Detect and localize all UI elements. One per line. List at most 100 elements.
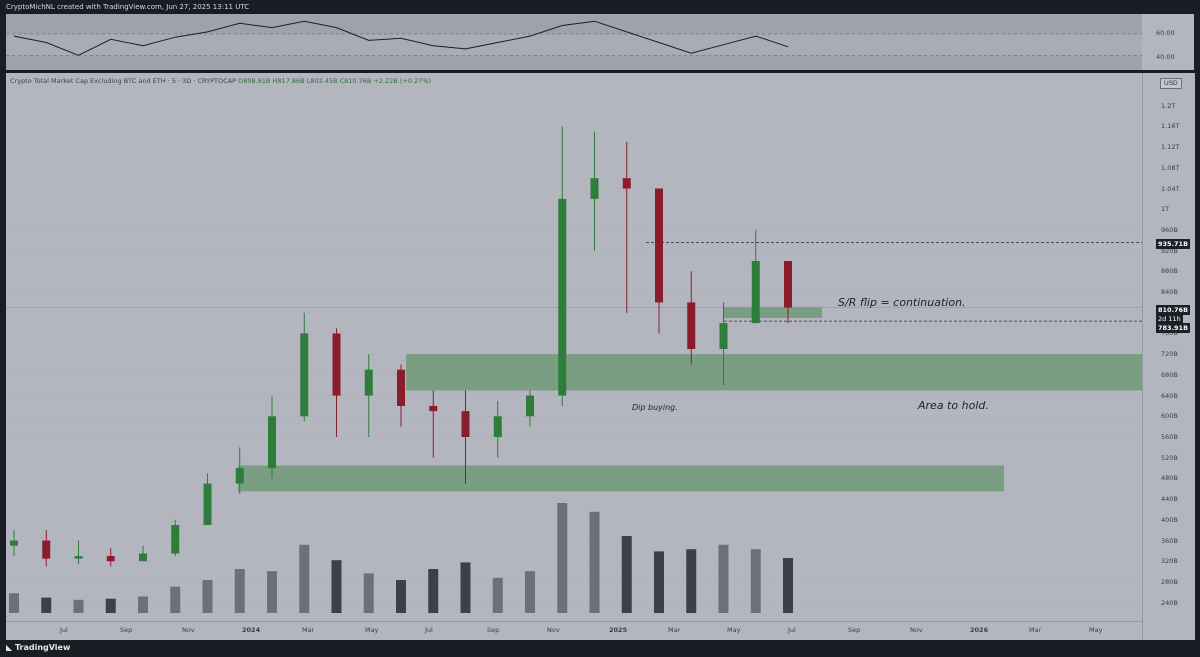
annotation-area-to-hold: Area to hold. bbox=[918, 399, 989, 412]
legend-high: H817.86B bbox=[272, 77, 305, 85]
candle-body bbox=[106, 556, 115, 562]
level-lower-tag: 783.91B bbox=[1156, 323, 1191, 333]
candle-body bbox=[235, 468, 244, 484]
time-tick-label: May bbox=[1089, 626, 1103, 634]
price-tick-label: 280B bbox=[1161, 577, 1178, 586]
time-tick-label: Jul bbox=[60, 626, 68, 634]
candle-body bbox=[558, 198, 567, 396]
volume-bar bbox=[750, 549, 761, 613]
chart-credit: CryptoMichNL created with TradingView.co… bbox=[6, 3, 250, 11]
price-tick-label: 720B bbox=[1161, 350, 1178, 359]
footer-bar: ◣ TradingView bbox=[0, 640, 1200, 657]
candle-body bbox=[784, 261, 792, 308]
price-tick-label: 1.12T bbox=[1161, 143, 1180, 152]
price-axis[interactable]: 1.2T 1.16T 1.12T 1.08T 1.04T 1T 960B 920B 880B 84… bbox=[1142, 73, 1195, 640]
volume-bar bbox=[557, 503, 568, 613]
time-tick-label: Sep bbox=[848, 626, 861, 634]
symbol-legend: Crypto Total Market Cap Excluding BTC an… bbox=[10, 77, 431, 85]
price-panel[interactable] bbox=[6, 73, 1142, 621]
rsi-chart bbox=[6, 20, 1142, 56]
price-tick-label: 680B bbox=[1161, 370, 1178, 379]
bar-countdown: 2d 11h bbox=[1156, 314, 1183, 324]
price-tick-label: 880B bbox=[1161, 267, 1178, 276]
volume-bar bbox=[783, 558, 793, 613]
volume-bar bbox=[525, 571, 535, 613]
time-tick-label: May bbox=[727, 626, 741, 634]
volume-bar bbox=[170, 586, 181, 613]
volume-bar bbox=[299, 544, 310, 613]
candle-body bbox=[622, 178, 631, 189]
volume-bar bbox=[234, 569, 245, 613]
level-upper-tag: 935.71B bbox=[1156, 239, 1191, 249]
volume-bar bbox=[202, 580, 213, 613]
time-tick-label: Sep bbox=[120, 626, 133, 634]
volume-bar bbox=[428, 569, 439, 613]
candle-body bbox=[719, 323, 728, 349]
rsi-line bbox=[13, 20, 789, 56]
rsi-band bbox=[6, 34, 1142, 56]
volume-bar bbox=[492, 577, 503, 613]
pane-separator[interactable] bbox=[6, 70, 1194, 73]
currency-button[interactable]: USD bbox=[1160, 78, 1182, 89]
rsi-tick-40: 40.00 bbox=[1156, 53, 1175, 61]
candle-body bbox=[655, 188, 663, 303]
price-tick-label: 960B bbox=[1161, 225, 1178, 234]
annotation-sr-flip: S/R flip = continuation. bbox=[838, 296, 966, 309]
price-tick-label: 400B bbox=[1161, 515, 1178, 524]
candle-body bbox=[687, 302, 696, 349]
volume-bar bbox=[267, 571, 277, 613]
candle-body bbox=[751, 261, 760, 324]
volume-bar bbox=[331, 560, 342, 613]
candle-body bbox=[171, 525, 180, 554]
support-zone bbox=[406, 354, 1142, 391]
volume-bar bbox=[9, 593, 19, 613]
candle-body bbox=[332, 333, 341, 396]
time-tick-label: 2024 bbox=[242, 626, 261, 634]
tradingview-logo: ◣ TradingView bbox=[6, 643, 70, 652]
price-tick-label: 600B bbox=[1161, 412, 1178, 421]
time-tick-label: Jul bbox=[425, 626, 433, 634]
volume-bar bbox=[363, 573, 374, 613]
price-tick-label: 560B bbox=[1161, 433, 1178, 441]
time-tick-label: Nov bbox=[910, 626, 923, 634]
tradingview-logo-icon: ◣ bbox=[6, 643, 15, 652]
rsi-panel[interactable] bbox=[6, 14, 1142, 70]
volume-bar bbox=[41, 597, 52, 613]
current-price-tag: 810.76B bbox=[1156, 305, 1191, 315]
candle-body bbox=[300, 333, 309, 417]
volume-bar bbox=[621, 536, 632, 613]
candle-body bbox=[139, 553, 147, 562]
candle-body bbox=[429, 405, 438, 412]
candle-body bbox=[74, 556, 83, 559]
price-tick-label: 760B bbox=[1161, 329, 1178, 338]
brand-label: TradingView bbox=[14, 643, 71, 652]
volume-bar bbox=[718, 544, 729, 613]
rsi-tick-60: 60.00 bbox=[1156, 29, 1175, 37]
rsi-price-axis[interactable]: 60.00 40.00 bbox=[1142, 14, 1194, 70]
time-tick-label: 2026 bbox=[970, 626, 989, 634]
volume-bar bbox=[105, 598, 116, 613]
price-tick-label: 240B bbox=[1161, 598, 1178, 607]
price-tick-label: 480B bbox=[1161, 474, 1178, 483]
legend-close: C810.76B bbox=[339, 77, 372, 85]
price-tick-label: 320B bbox=[1161, 557, 1178, 566]
volume-bar bbox=[138, 596, 148, 613]
time-tick-label: Mar bbox=[1029, 626, 1042, 634]
price-chart bbox=[6, 105, 1142, 613]
volume-bar bbox=[73, 599, 84, 613]
price-tick-label: 1.04T bbox=[1161, 184, 1180, 193]
candle-body bbox=[461, 411, 470, 437]
volume-bar bbox=[654, 551, 664, 613]
time-axis[interactable]: Jul Sep Nov 2024 Mar May Jul Sep Nov 2025 Mar May Ju… bbox=[6, 621, 1142, 641]
price-tick-label: 840B bbox=[1161, 288, 1178, 297]
candle-body bbox=[268, 416, 276, 469]
time-tick-label: Sep bbox=[487, 626, 500, 634]
time-tick-label: Nov bbox=[547, 626, 560, 634]
annotation-dip-buying: Dip buying. bbox=[632, 403, 678, 412]
price-tick-label: 520B bbox=[1161, 453, 1178, 462]
price-tick-label: 440B bbox=[1161, 495, 1178, 504]
price-tick-label: 920B bbox=[1161, 246, 1178, 255]
volume-bar bbox=[396, 580, 406, 613]
candle-body bbox=[590, 178, 599, 199]
